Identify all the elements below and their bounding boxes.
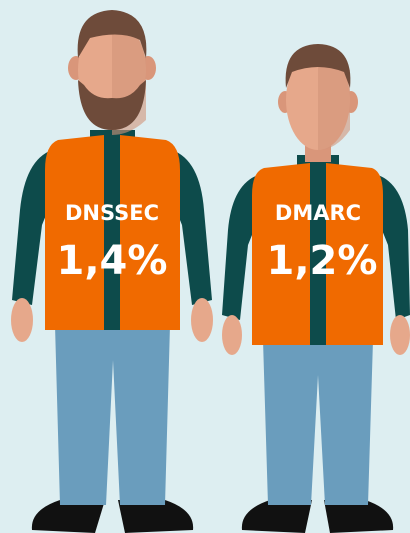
hand (390, 315, 410, 355)
hand (222, 315, 242, 355)
sleeve (12, 150, 52, 305)
vest (45, 135, 104, 330)
hair (285, 44, 351, 88)
sleeve (378, 175, 410, 320)
shoe (241, 500, 312, 533)
vest (120, 135, 180, 330)
figure-label: DNSSEC (65, 201, 159, 225)
sleeve (172, 150, 212, 305)
figure-left: DNSSEC 1,4% (11, 10, 213, 533)
vest (252, 163, 310, 345)
hair (77, 10, 147, 58)
head-shade (318, 50, 350, 150)
shoe (324, 500, 394, 533)
figure-label: DMARC (275, 201, 361, 225)
figure-right: DMARC 1,2% (222, 44, 410, 533)
hand (191, 298, 213, 342)
vest (326, 163, 383, 345)
pants (263, 340, 373, 505)
figure-value: 1,2% (267, 238, 378, 284)
shoe (118, 500, 194, 533)
sleeve (222, 175, 258, 320)
figure-value: 1,4% (57, 238, 168, 284)
pants (55, 325, 170, 505)
beard (78, 80, 146, 130)
shoe (31, 500, 105, 533)
hand (11, 298, 33, 342)
